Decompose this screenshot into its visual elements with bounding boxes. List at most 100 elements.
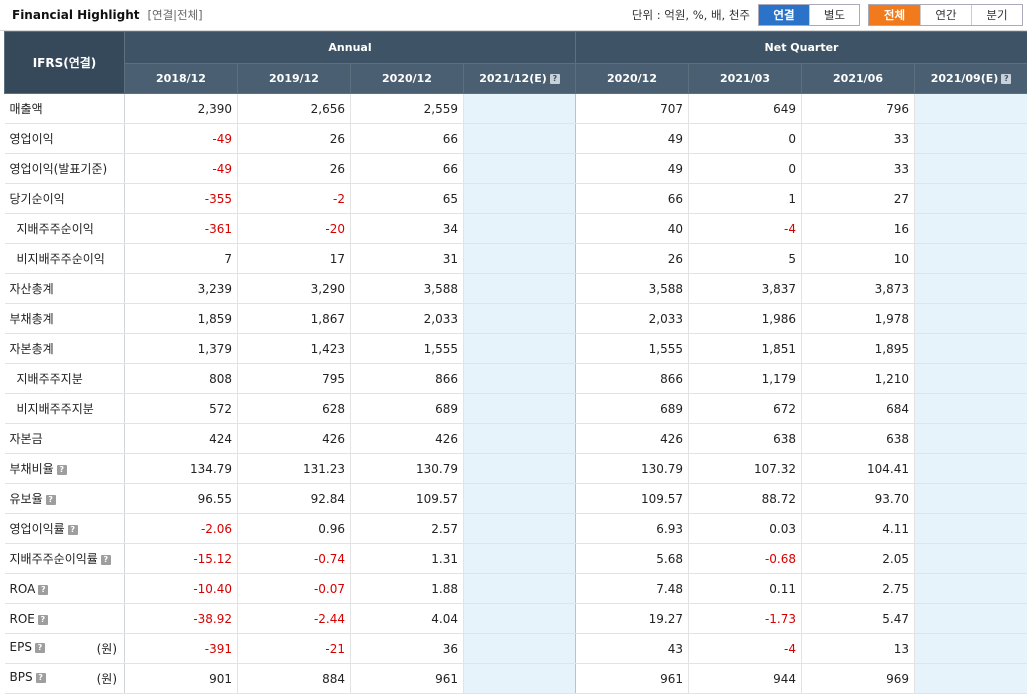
table-cell: -361 <box>124 213 238 244</box>
table-cell: 1,179 <box>688 363 803 394</box>
help-icon[interactable]: ? <box>100 555 111 565</box>
help-icon[interactable]: ? <box>56 465 67 475</box>
column-header-label: 2021/06 <box>833 72 883 85</box>
quarter-button[interactable]: 분기 <box>971 5 1022 25</box>
table-cell <box>463 633 577 664</box>
table-cell <box>914 573 1027 604</box>
table-cell: 26 <box>237 153 351 184</box>
table-cell: 649 <box>688 93 803 124</box>
table-cell: 5 <box>688 243 803 274</box>
help-icon[interactable]: ? <box>38 584 49 595</box>
table-cell: 49 <box>575 123 690 154</box>
table-cell <box>914 633 1027 664</box>
column-header-label: 2020/12 <box>607 72 657 85</box>
table-cell: 2,656 <box>237 93 351 124</box>
row-label: 유보율? <box>4 483 125 514</box>
row-label: 자본총계 <box>4 333 125 364</box>
table-cell: 1,210 <box>801 363 916 394</box>
table-cell: 808 <box>124 363 238 394</box>
table-cell: -2.06 <box>124 513 238 544</box>
separate-button[interactable]: 별도 <box>809 5 859 25</box>
table-cell: 628 <box>237 393 351 424</box>
row-label: 영업이익(발표기준) <box>4 153 125 184</box>
row-label-text: 지배주주지분 <box>16 372 83 386</box>
table-cell: 4.04 <box>350 603 464 634</box>
help-icon[interactable]: ? <box>35 673 46 683</box>
help-icon[interactable]: ? <box>67 525 78 535</box>
table-cell <box>914 603 1027 634</box>
table-cell: 1,859 <box>124 303 238 334</box>
table-cell <box>463 393 577 424</box>
table-cell: 1.88 <box>350 573 464 604</box>
financial-table: IFRS(연결) Annual Net Quarter 2018/12 2019/… <box>4 31 1027 694</box>
table-cell: 795 <box>237 363 351 394</box>
section-title: Financial Highlight <box>12 8 140 22</box>
table-cell: 134.79 <box>124 453 238 484</box>
row-unit: (원) <box>96 642 117 656</box>
table-cell <box>914 93 1027 124</box>
table-row: ROA? -10.40 -0.07 1.88 7.48 0.11 2.75 <box>4 573 1027 604</box>
help-icon[interactable]: ? <box>45 495 56 505</box>
table-cell <box>914 453 1027 484</box>
period-toggle: 전체 연간 분기 <box>868 4 1023 26</box>
table-row: 비지배주주지분 572 628 689 689 672 684 <box>4 393 1027 424</box>
row-label: 자본금 <box>4 423 125 454</box>
table-cell: -10.40 <box>124 573 238 604</box>
table-cell: 1,555 <box>350 333 464 364</box>
table-cell: 88.72 <box>688 483 803 514</box>
table-cell: 43 <box>575 633 690 664</box>
table-cell: 109.57 <box>575 483 690 514</box>
all-period-button[interactable]: 전체 <box>869 5 920 25</box>
table-cell: 26 <box>575 243 690 274</box>
table-cell: 34 <box>350 213 464 244</box>
row-label-text: BPS <box>9 670 33 684</box>
table-row: ROE? -38.92 -2.44 4.04 19.27 -1.73 5.47 <box>4 603 1027 634</box>
table-row: 영업이익 -49 26 66 49 0 33 <box>4 123 1027 154</box>
help-icon[interactable]: ? <box>37 614 48 625</box>
table-row: 지배주주순이익 -361 -20 34 40 -4 16 <box>4 213 1027 244</box>
table-cell: 131.23 <box>237 453 351 484</box>
help-icon[interactable]: ? <box>549 74 560 84</box>
table-cell: -2 <box>237 183 351 214</box>
row-label-text: 지배주주순이익 <box>16 222 94 236</box>
table-row: EPS? (원) -391 -21 36 43 -4 13 <box>4 633 1027 664</box>
column-header: 2020/12 <box>575 63 690 94</box>
table-cell: 17 <box>237 243 351 274</box>
row-label: 지배주주지분 <box>4 363 125 394</box>
table-cell <box>463 663 577 694</box>
table-cell <box>463 213 577 244</box>
table-cell: -49 <box>124 123 238 154</box>
table-cell: 684 <box>801 393 916 424</box>
table-cell <box>463 153 577 184</box>
table-cell <box>463 573 577 604</box>
table-cell: -0.68 <box>688 543 803 574</box>
table-cell: 1,895 <box>801 333 916 364</box>
table-cell: 10 <box>801 243 916 274</box>
row-label: 영업이익률? <box>4 513 125 544</box>
row-label-text: ROA <box>9 581 36 596</box>
table-cell <box>463 543 577 574</box>
help-icon[interactable]: ? <box>1001 74 1012 84</box>
consolidated-button[interactable]: 연결 <box>759 5 809 25</box>
row-label-text: 자본금 <box>9 432 43 446</box>
table-cell: 96.55 <box>124 483 238 514</box>
table-cell: -21 <box>237 633 351 664</box>
table-cell: 3,588 <box>350 273 464 304</box>
row-label-text: 자본총계 <box>9 342 54 356</box>
quarter-group-header: Net Quarter <box>575 31 1027 64</box>
annual-button[interactable]: 연간 <box>920 5 971 25</box>
table-cell: 426 <box>575 423 690 454</box>
table-cell: 130.79 <box>350 453 464 484</box>
table-row: 당기순이익 -355 -2 65 66 1 27 <box>4 183 1027 214</box>
table-cell: 66 <box>575 183 690 214</box>
row-label: 당기순이익 <box>4 183 125 214</box>
table-cell: -0.07 <box>237 573 351 604</box>
row-label: EPS? (원) <box>4 633 125 664</box>
table-cell <box>914 513 1027 544</box>
table-cell <box>463 273 577 304</box>
table-cell <box>463 243 577 274</box>
column-header: 2021/06 <box>801 63 916 94</box>
help-icon[interactable]: ? <box>34 643 45 653</box>
table-cell: 4.11 <box>801 513 916 544</box>
table-cell: 572 <box>124 393 238 424</box>
